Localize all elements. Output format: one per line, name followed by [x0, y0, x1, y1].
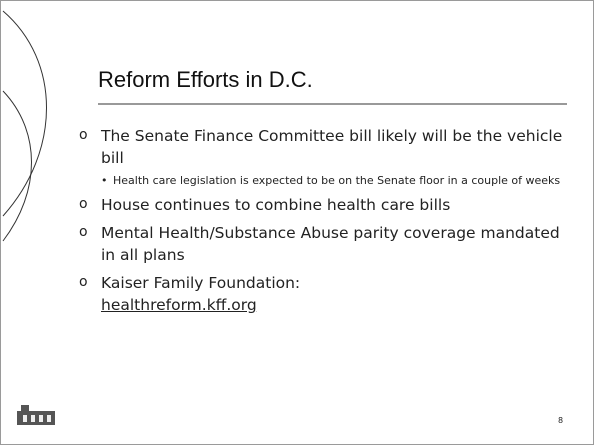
bullet: House continues to combine health care b…	[77, 193, 567, 216]
arc	[2, 90, 32, 242]
bullet-text: Kaiser Family Foundation:	[101, 274, 301, 292]
bullet: Mental Health/Substance Abuse parity cov…	[77, 221, 567, 266]
slide-title: Reform Efforts in D.C.	[98, 67, 313, 92]
bullet-text: The Senate Finance Committee bill likely…	[101, 127, 563, 167]
bullet: The Senate Finance Committee bill likely…	[77, 124, 567, 188]
bullet: Kaiser Family Foundation: healthreform.k…	[77, 271, 567, 316]
bullet-text: House continues to combine health care b…	[101, 196, 451, 214]
logo	[17, 405, 55, 425]
page-number: 8	[558, 416, 564, 425]
sub-bullet: Health care legislation is expected to b…	[101, 173, 567, 188]
bullet-text: Mental Health/Substance Abuse parity cov…	[101, 224, 560, 264]
arc	[2, 10, 47, 217]
sub-list: Health care legislation is expected to b…	[101, 173, 567, 188]
link[interactable]: healthreform.kff.org	[101, 296, 257, 314]
bullet-list: The Senate Finance Committee bill likely…	[77, 124, 567, 322]
